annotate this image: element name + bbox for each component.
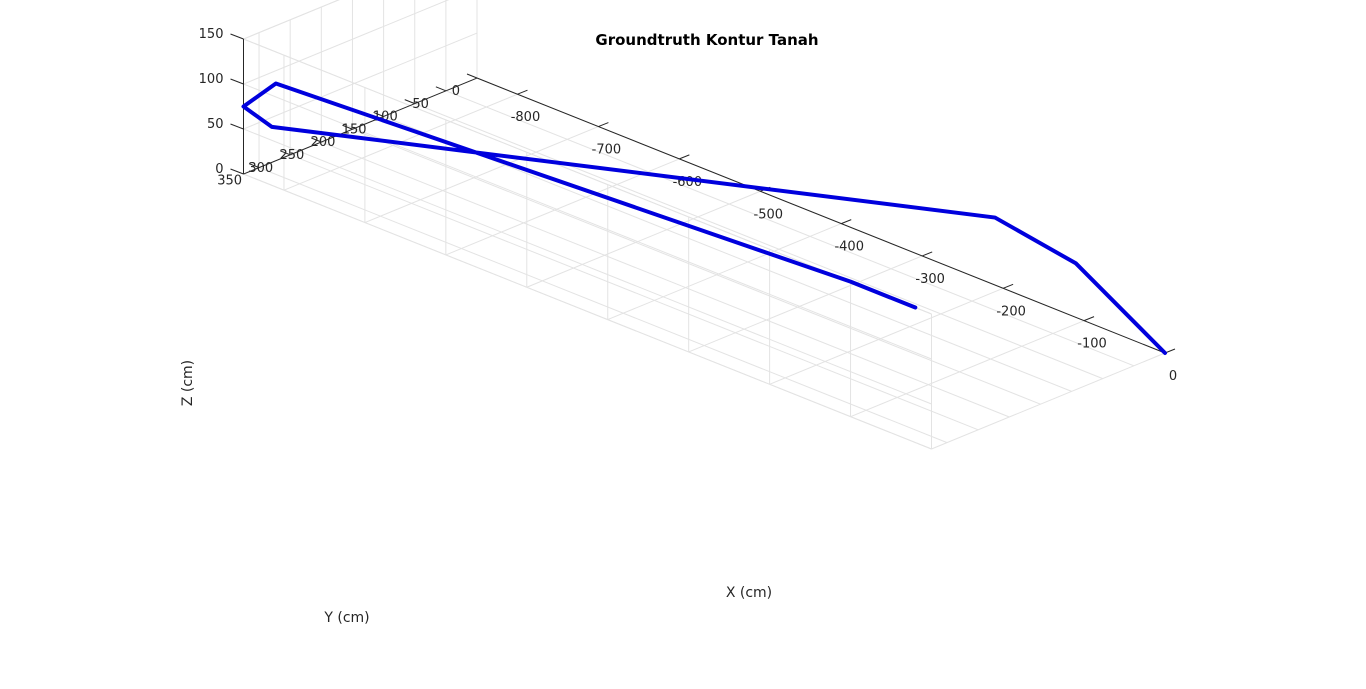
grid-line	[243, 0, 450, 85]
x-tick-label: -800	[511, 110, 541, 125]
y-tick-mark	[248, 163, 260, 169]
y-tick-mark	[311, 137, 322, 143]
y-tick-mark	[373, 111, 384, 117]
grid-line	[688, 255, 923, 353]
tick-labels: -800-700-600-500-400-300-200-10000501001…	[199, 27, 1177, 384]
grid-line	[414, 103, 1103, 380]
grid-line	[290, 154, 979, 431]
grid-line	[526, 190, 761, 288]
x-tick-mark	[921, 251, 933, 257]
grid-line	[769, 287, 1004, 385]
z-tick-label: 0	[215, 162, 223, 177]
x-tick-label: -300	[915, 272, 945, 287]
y-tick-mark	[280, 150, 291, 156]
x-tick-mark	[679, 154, 690, 160]
grid-line	[931, 352, 1166, 450]
y-tick-label: 0	[452, 84, 460, 99]
z-tick-label: 50	[207, 117, 224, 132]
x-tick-mark	[841, 219, 852, 225]
axes	[230, 33, 1176, 354]
x-tick-label: -100	[1077, 337, 1107, 352]
plot-area	[241, 81, 1167, 355]
grid-line	[258, 167, 948, 444]
grid-line	[352, 128, 1041, 405]
y-tick-label: 150	[342, 122, 367, 137]
z-tick-label: 100	[199, 72, 224, 87]
z-tick-mark	[230, 168, 244, 175]
y-tick-label: 350	[217, 174, 242, 189]
x-tick-label: -400	[834, 240, 864, 255]
grid-line	[243, 173, 932, 450]
z-axis-label: Z (cm)	[180, 360, 196, 406]
grid-line	[243, 128, 932, 405]
grid-line	[243, 0, 340, 40]
y-tick-mark	[466, 73, 478, 79]
x-axis-label: X (cm)	[726, 585, 772, 601]
series-line	[241, 81, 1167, 355]
y-tick-label: 200	[311, 135, 336, 150]
z-tick-mark	[230, 78, 244, 85]
x-tick-label: 0	[1169, 369, 1177, 384]
x-tick-label: -700	[592, 143, 622, 158]
y-axis-label: Y (cm)	[323, 610, 369, 626]
grid-line	[321, 141, 1010, 418]
grid-line	[243, 32, 478, 130]
y-tick-label: 250	[280, 148, 305, 163]
x-tick-mark	[517, 89, 528, 95]
x-tick-mark	[1083, 316, 1095, 322]
chart-title: Groundtruth Kontur Tanah	[595, 31, 818, 49]
grid-line	[850, 320, 1085, 418]
grid-line	[364, 126, 599, 224]
x-tick-label: -200	[996, 304, 1026, 319]
z-tick-mark	[230, 33, 244, 40]
grid-lines	[243, 0, 1166, 450]
y-tick-label: 50	[412, 97, 429, 112]
z-tick-label: 150	[199, 27, 224, 42]
grid-line	[445, 90, 1135, 367]
y-tick-mark	[404, 99, 415, 105]
x-tick-label: -500	[754, 207, 784, 222]
y-axis-line	[243, 77, 478, 175]
x-tick-mark	[598, 122, 609, 128]
x-axis-line	[476, 77, 1166, 354]
grid-line	[607, 223, 842, 321]
z-tick-mark	[230, 123, 244, 130]
y-tick-mark	[342, 124, 353, 130]
grid-line	[243, 83, 932, 360]
grid-line	[243, 0, 340, 40]
y-tick-label: 300	[248, 161, 273, 176]
x-tick-mark	[1002, 283, 1014, 289]
y-tick-mark	[435, 86, 447, 92]
